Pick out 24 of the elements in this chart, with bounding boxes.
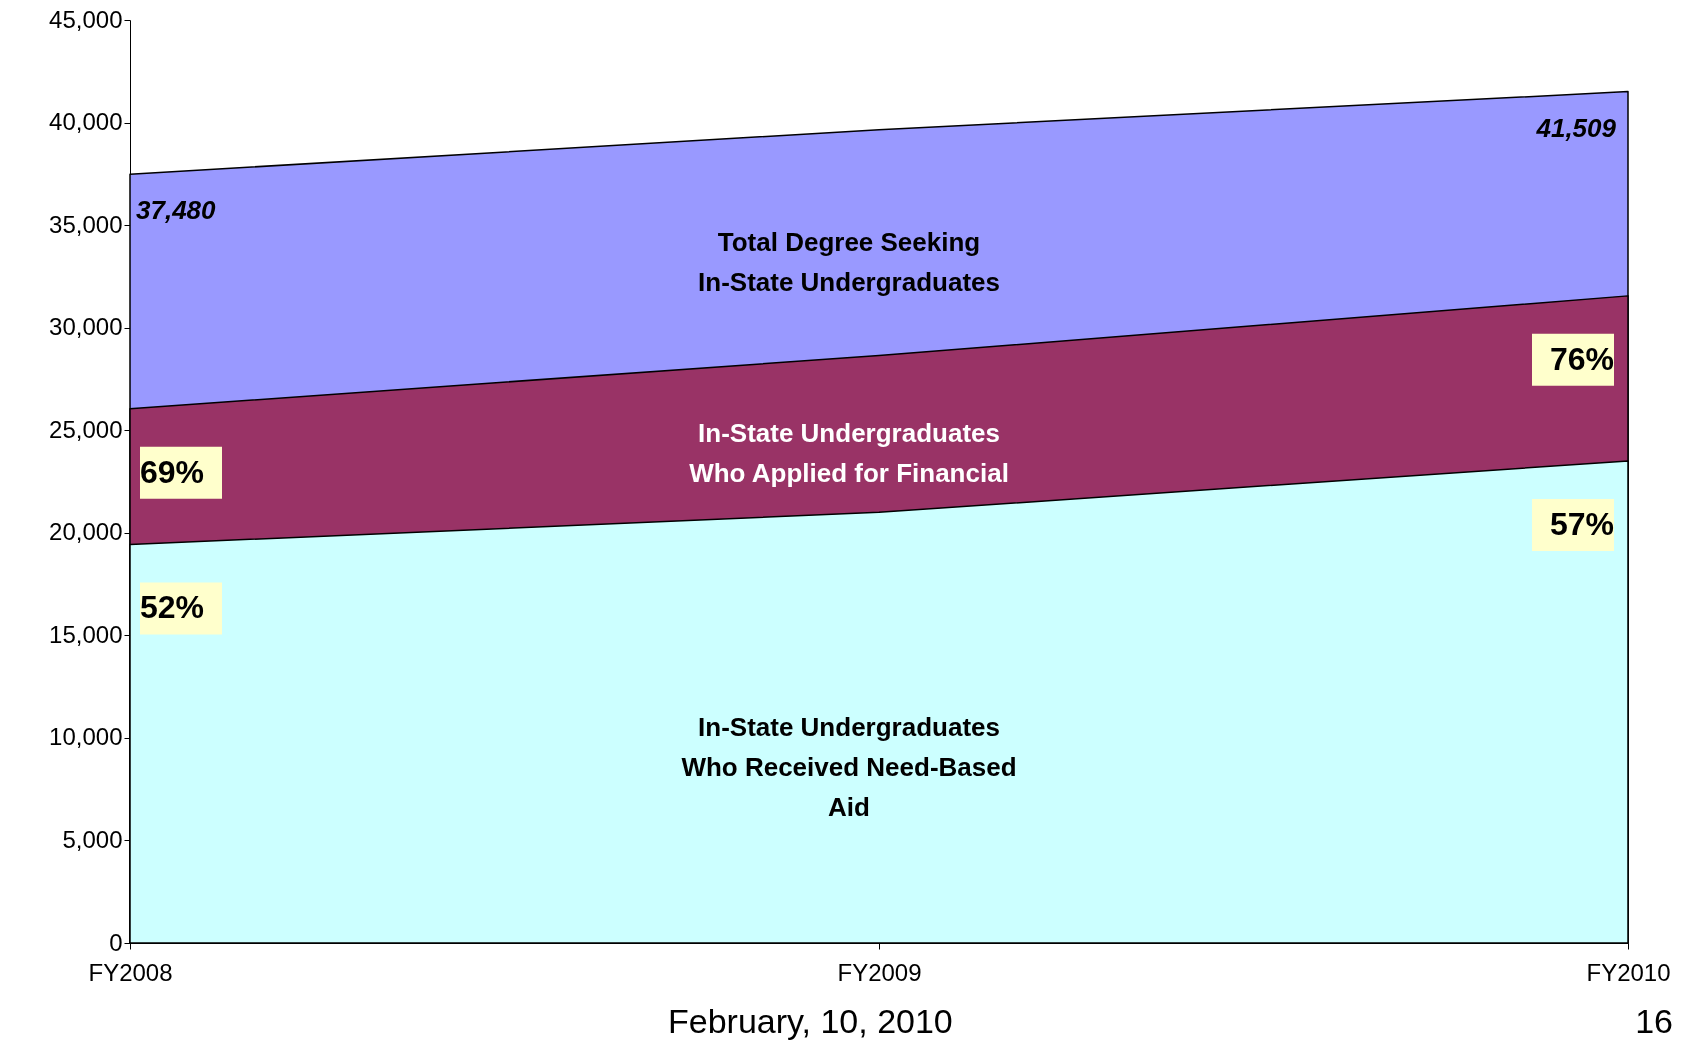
annotation: 52% bbox=[140, 589, 205, 626]
text: 16 bbox=[1635, 1002, 1673, 1041]
y-tick-label: 35,000 bbox=[49, 210, 123, 238]
annotation: 57% bbox=[1549, 505, 1614, 542]
data-label: 41,509 bbox=[1535, 112, 1617, 143]
x-tick-label: FY2009 bbox=[837, 958, 922, 986]
y-tick-label: 25,000 bbox=[49, 415, 123, 443]
series-label: In-State Undergraduates Who Received Need-Based Aid bbox=[681, 711, 1017, 822]
series-label: In-State Undergraduates Who Applied for Financial bbox=[689, 417, 1009, 488]
annotation: 69% bbox=[140, 453, 205, 490]
series-label: Total Degree Seeking In-State Undergraduates bbox=[698, 226, 1000, 297]
x-tick-label: FY2008 bbox=[88, 958, 173, 986]
y-tick-label: 20,000 bbox=[49, 518, 123, 546]
x-tick-label: FY2010 bbox=[1586, 958, 1671, 986]
text: February, 10, 2010 bbox=[668, 1002, 953, 1041]
annotation: 76% bbox=[1549, 340, 1614, 377]
data-label: 37,480 bbox=[136, 195, 217, 226]
y-tick-label: 45,000 bbox=[49, 5, 123, 33]
y-tick-label: 40,000 bbox=[49, 108, 123, 136]
y-tick-label: 30,000 bbox=[49, 313, 123, 341]
y-tick-label: 5,000 bbox=[62, 825, 123, 853]
y-tick-label: 0 bbox=[109, 928, 123, 956]
y-tick-label: 10,000 bbox=[49, 723, 123, 751]
y-tick-label: 15,000 bbox=[49, 620, 123, 648]
